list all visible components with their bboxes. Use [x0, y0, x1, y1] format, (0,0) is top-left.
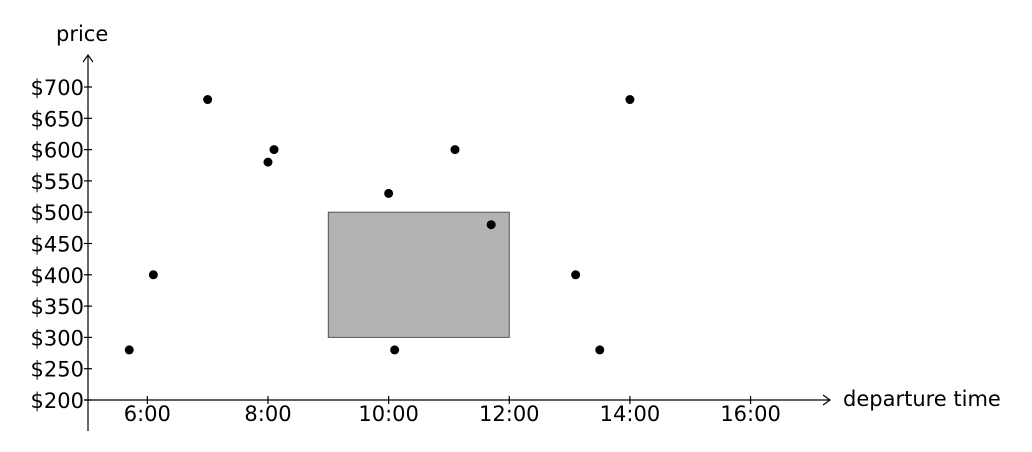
data-point	[203, 95, 213, 105]
data-point	[390, 345, 400, 355]
x-tick-label: 14:00	[600, 402, 661, 426]
data-point	[384, 188, 394, 198]
y-tick-label: $700	[31, 76, 84, 100]
y-tick-label: $650	[31, 107, 84, 131]
data-point	[269, 145, 279, 155]
x-tick-label: 16:00	[720, 402, 781, 426]
data-point	[148, 270, 158, 280]
y-axis-arrowhead	[82, 53, 94, 63]
y-tick-label: $200	[31, 389, 84, 413]
data-point	[571, 270, 581, 280]
y-tick-label: $600	[31, 139, 84, 163]
y-tick-label: $250	[31, 358, 84, 382]
data-point	[486, 220, 496, 230]
y-tick-label: $300	[31, 326, 84, 350]
data-point	[450, 145, 460, 155]
x-tick-label: 6:00	[124, 402, 171, 426]
x-tick-label: 8:00	[244, 402, 291, 426]
data-point	[625, 95, 635, 105]
y-tick-label: $400	[31, 264, 84, 288]
x-axis-label: departure time	[843, 387, 1001, 411]
data-point	[124, 345, 134, 355]
y-tick-label: $500	[31, 201, 84, 225]
y-axis-label: price	[56, 22, 108, 46]
points-layer	[124, 95, 635, 355]
region-layer	[327, 211, 510, 338]
y-tick-label: $550	[31, 170, 84, 194]
data-point	[263, 157, 273, 167]
x-tick-label: 10:00	[358, 402, 419, 426]
y-tick-label: $450	[31, 233, 84, 257]
y-tick-label: $350	[31, 295, 84, 319]
x-axis-arrowhead	[822, 394, 832, 406]
ticks-layer: 6:00 8:00 10:00 12:00 14:00 16:00 $200 $250 $300…	[31, 76, 781, 426]
highlight-region	[327, 211, 510, 338]
data-point	[595, 345, 605, 355]
x-tick-label: 12:00	[479, 402, 540, 426]
